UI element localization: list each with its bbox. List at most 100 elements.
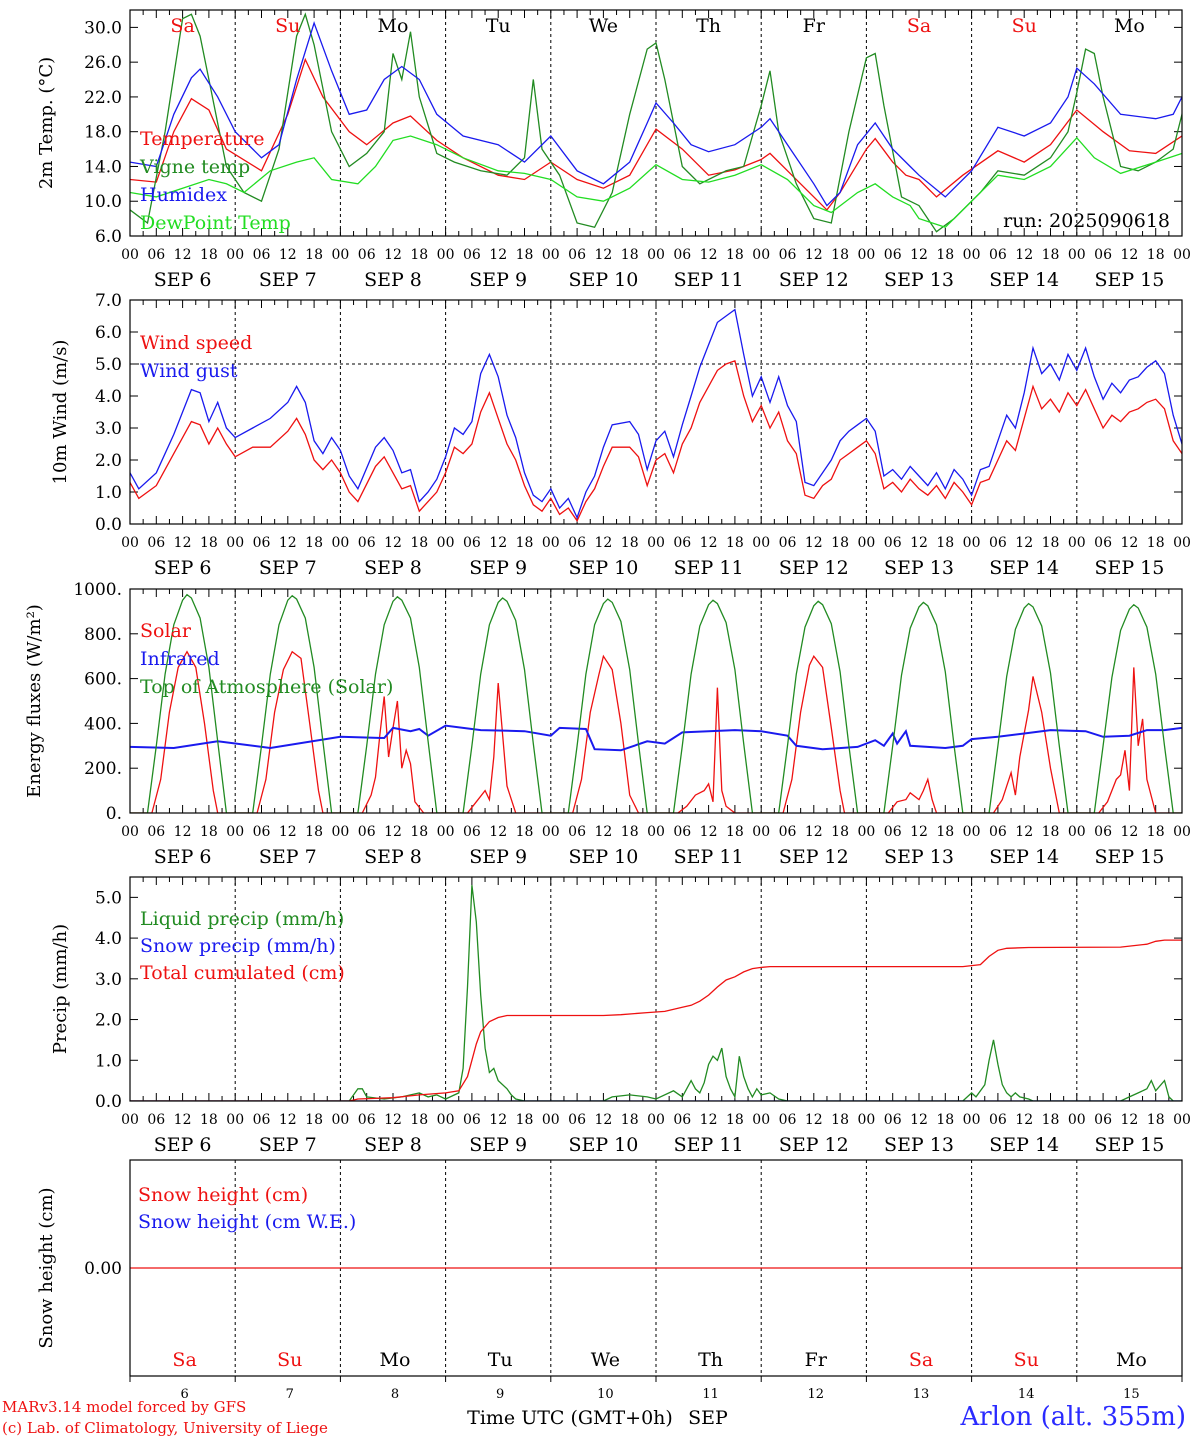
hour-label: 00: [857, 535, 875, 551]
hour-label: 18: [516, 247, 534, 263]
hour-label: 06: [673, 535, 691, 551]
hour-label: 18: [1042, 535, 1060, 551]
hour-label: 00: [121, 247, 139, 263]
hour-label: 00: [1068, 824, 1086, 840]
hour-label: 18: [936, 535, 954, 551]
hour-label: 00: [437, 247, 455, 263]
weekday-label: Th: [698, 1349, 723, 1371]
date-label: SEP 9: [469, 846, 527, 868]
hour-label: 12: [279, 1112, 297, 1128]
y-tick-label: 3.0: [95, 419, 122, 439]
hour-label: 00: [1173, 535, 1191, 551]
series-line-wind-gust: [130, 308, 1182, 520]
hour-label: 12: [489, 1112, 507, 1128]
date-label: SEP 15: [1094, 269, 1164, 291]
hour-label: 06: [884, 1112, 902, 1128]
y-tick-label: 4.0: [95, 387, 122, 407]
series-line-vigne-temp: [130, 12, 1182, 233]
hour-label: 18: [831, 247, 849, 263]
hour-label: 06: [884, 247, 902, 263]
hour-label: 00: [226, 1112, 244, 1128]
hour-label: 00: [963, 535, 981, 551]
date-number-label: 10: [597, 1387, 614, 1402]
hour-label: 00: [437, 824, 455, 840]
weekday-label: Su: [275, 15, 300, 37]
date-label: SEP 6: [154, 1134, 212, 1156]
date-label: SEP 7: [259, 846, 317, 868]
hour-label: 00: [331, 535, 349, 551]
hour-label: 00: [857, 1112, 875, 1128]
hour-label: 18: [1147, 247, 1165, 263]
hour-label: 06: [779, 824, 797, 840]
hour-label: 18: [305, 247, 323, 263]
weekday-label: Su: [1014, 1349, 1039, 1371]
hour-label: 18: [831, 824, 849, 840]
y-tick-label: 7.0: [95, 291, 122, 311]
hour-label: 18: [1147, 1112, 1165, 1128]
date-label: SEP 7: [259, 557, 317, 579]
hour-label: 00: [647, 1112, 665, 1128]
hour-label: 18: [410, 824, 428, 840]
weekday-label: Fr: [805, 1349, 828, 1371]
date-label: SEP 14: [989, 846, 1059, 868]
hour-label: 00: [437, 535, 455, 551]
date-label: SEP 9: [469, 269, 527, 291]
credit-model: MARv3.14 model forced by GFS: [2, 1398, 247, 1416]
hour-label: 12: [700, 247, 718, 263]
hour-label: 06: [989, 535, 1007, 551]
hour-label: 12: [805, 824, 823, 840]
hour-label: 06: [358, 247, 376, 263]
hour-label: 00: [963, 1112, 981, 1128]
date-label: SEP 14: [989, 1134, 1059, 1156]
panel-4: 0.0 1.0 2.0 3.0 4.0 5.0 Precip (mm/h) Liquid pr…: [50, 876, 1191, 1156]
y-tick-label: 6.0: [95, 323, 122, 343]
hour-label: 12: [910, 1112, 928, 1128]
hour-label: 18: [726, 247, 744, 263]
y-tick-label: 4.0: [95, 929, 122, 949]
plot-frame: [129, 588, 1183, 814]
y-axis-label: Precip (mm/h): [50, 924, 71, 1054]
hour-label: 12: [279, 824, 297, 840]
weekday-label: Tu: [488, 1349, 513, 1371]
hour-label: 06: [1094, 1112, 1112, 1128]
hour-label: 12: [910, 535, 928, 551]
series-line-top-of-atmosphere-solar-: [130, 593, 1182, 813]
legend-item: Snow precip (mm/h): [140, 935, 336, 957]
date-label: SEP 8: [364, 1134, 422, 1156]
hour-label: 06: [253, 824, 271, 840]
date-label: SEP 10: [568, 557, 638, 579]
hour-label: 12: [805, 1112, 823, 1128]
hour-label: 12: [594, 247, 612, 263]
hour-label: 18: [410, 247, 428, 263]
legend-item: Wind gust: [140, 360, 238, 382]
y-tick-label: 5.0: [95, 355, 122, 375]
hour-label: 18: [1147, 824, 1165, 840]
y-tick-label: 22.0: [84, 88, 122, 108]
panel-1: 6.0 10.0 14.0 18.0 22.0 26.0 30.0 2m Temp. (°C)…: [36, 9, 1191, 291]
hour-label: 06: [253, 535, 271, 551]
date-label: SEP 11: [674, 846, 744, 868]
hour-label: 06: [884, 824, 902, 840]
hour-label: 18: [305, 824, 323, 840]
hour-label: 00: [752, 247, 770, 263]
hour-label: 06: [1094, 824, 1112, 840]
y-tick-label: 200.: [84, 759, 122, 779]
hour-label: 12: [174, 535, 192, 551]
hour-label: 00: [121, 824, 139, 840]
hour-label: 18: [831, 1112, 849, 1128]
hour-label: 00: [226, 824, 244, 840]
date-label: SEP 7: [259, 269, 317, 291]
hour-label: 06: [147, 247, 165, 263]
date-label: SEP 14: [989, 269, 1059, 291]
y-tick-label: 2.0: [95, 451, 122, 471]
hour-label: 12: [1015, 247, 1033, 263]
hour-label: 18: [410, 535, 428, 551]
hour-label: 00: [752, 1112, 770, 1128]
y-tick-label: 800.: [84, 625, 122, 645]
x-axis-label: Time UTC (GMT+0h): [467, 1407, 673, 1429]
weekday-label: Sa: [907, 15, 931, 37]
hour-label: 00: [647, 535, 665, 551]
weekday-label: Sa: [170, 15, 194, 37]
hour-label: 06: [779, 247, 797, 263]
